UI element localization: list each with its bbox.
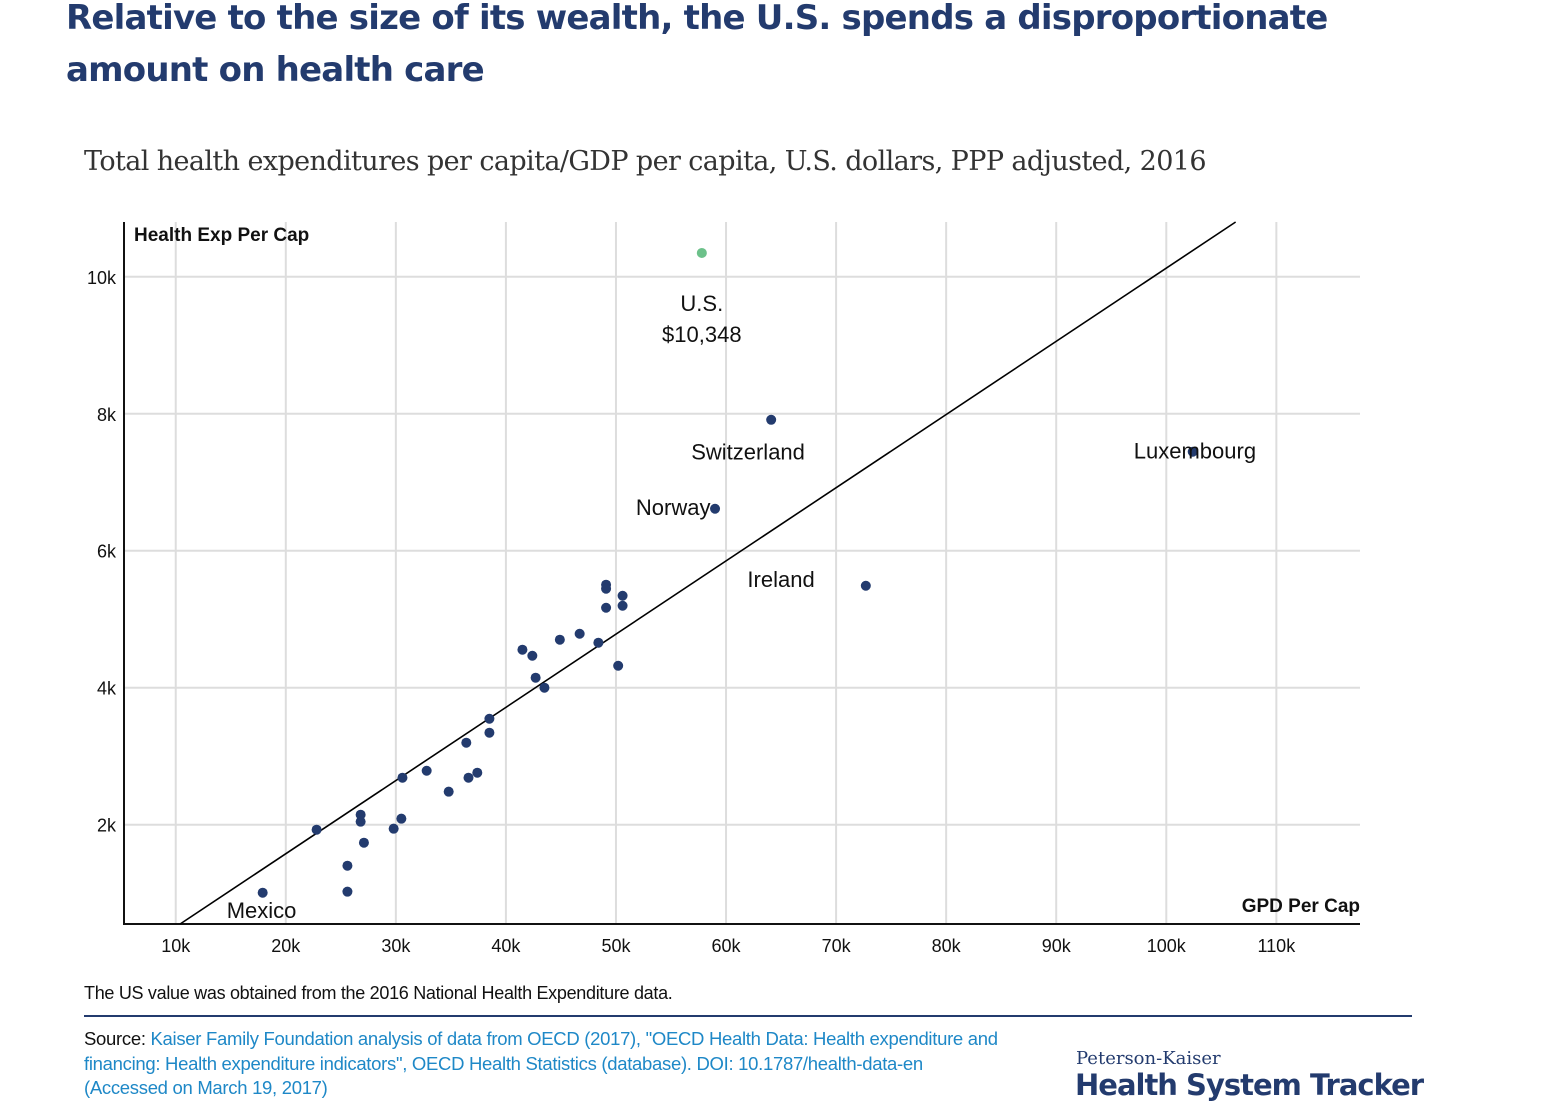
point-luxembourg bbox=[1187, 446, 1198, 457]
data-point bbox=[613, 660, 624, 671]
point-mexico bbox=[257, 887, 268, 898]
logo-health-system-tracker: Health System Tracker bbox=[1075, 1068, 1424, 1102]
data-point bbox=[593, 637, 604, 648]
x-tick-label: 100k bbox=[1147, 936, 1187, 956]
annotation-norway: Norway bbox=[636, 495, 711, 520]
data-point bbox=[484, 713, 495, 724]
data-point bbox=[461, 737, 472, 748]
x-tick-label: 70k bbox=[822, 936, 852, 956]
data-point bbox=[530, 672, 541, 683]
tick-labels: 10k 20k 30k 40k 50k 60k 70k 80k 90k 100k 110k 2k 4k 6… bbox=[87, 268, 1296, 956]
chart-headline: Relative to the size of its wealth, the … bbox=[66, 0, 1328, 90]
x-tick-label: 20k bbox=[271, 936, 301, 956]
y-axis-title: Health Exp Per Cap bbox=[134, 225, 309, 246]
y-tick-label: 10k bbox=[87, 268, 117, 288]
data-point bbox=[484, 727, 495, 738]
trend-line-group bbox=[179, 221, 1237, 925]
footnote: The US value was obtained from the 2016 … bbox=[84, 983, 673, 1003]
y-tick-label: 4k bbox=[97, 679, 117, 699]
data-point bbox=[388, 823, 399, 834]
data-point bbox=[355, 816, 366, 827]
trend-line bbox=[179, 221, 1237, 925]
data-point bbox=[472, 767, 483, 778]
data-point bbox=[342, 860, 353, 871]
data-point bbox=[617, 600, 628, 611]
y-tick-label: 6k bbox=[97, 542, 117, 562]
x-axis-title: GPD Per Cap bbox=[1242, 896, 1360, 917]
source-note: Source: Kaiser Family Foundation analysi… bbox=[84, 1027, 1004, 1101]
source-label: Source: bbox=[84, 1028, 146, 1049]
x-tick-label: 80k bbox=[932, 936, 962, 956]
annotation-mexico: Mexico bbox=[227, 898, 297, 923]
x-tick-label: 10k bbox=[161, 936, 191, 956]
data-point bbox=[601, 602, 612, 613]
x-tick-label: 90k bbox=[1042, 936, 1072, 956]
data-points bbox=[257, 247, 1198, 898]
logo-peterson-kaiser: Peterson-Kaiser bbox=[1076, 1048, 1221, 1069]
annotation-luxembourg: Luxembourg bbox=[1134, 438, 1256, 463]
data-point bbox=[358, 837, 369, 848]
footer-divider bbox=[84, 1015, 1412, 1017]
data-point bbox=[311, 824, 322, 835]
data-point bbox=[517, 644, 528, 655]
point-switzerland bbox=[766, 414, 777, 425]
axes bbox=[123, 222, 1360, 925]
data-point bbox=[355, 809, 366, 820]
x-tick-label: 50k bbox=[601, 936, 631, 956]
source-link[interactable]: Kaiser Family Foundation analysis of dat… bbox=[84, 1028, 998, 1098]
x-tick-label: 60k bbox=[712, 936, 742, 956]
chart-subtitle: Total health expenditures per capita/GDP… bbox=[84, 146, 1207, 177]
data-point bbox=[574, 628, 585, 639]
data-point bbox=[527, 650, 538, 661]
data-point bbox=[443, 786, 454, 797]
annotation-u-s: U.S. bbox=[680, 291, 723, 316]
point-annotations: U.S. $10,348 Switzerland Norway Luxembourg Ir… bbox=[227, 291, 1256, 923]
annotation-ireland: Ireland bbox=[747, 567, 814, 592]
x-tick-label: 30k bbox=[381, 936, 411, 956]
annotation-switzerland: Switzerland bbox=[691, 440, 805, 465]
scatter-chart: 10k 20k 30k 40k 50k 60k 70k 80k 90k 100k 110k 2k 4k 6… bbox=[87, 221, 1360, 956]
data-point bbox=[554, 634, 565, 645]
point-ireland bbox=[860, 580, 871, 591]
data-point bbox=[539, 682, 550, 693]
point-u-s bbox=[696, 247, 707, 258]
data-point bbox=[342, 886, 353, 897]
x-tick-label: 40k bbox=[491, 936, 521, 956]
point-norway bbox=[710, 503, 721, 514]
data-point bbox=[617, 590, 628, 601]
y-tick-label: 8k bbox=[97, 405, 117, 425]
annotation-10-348: $10,348 bbox=[662, 322, 742, 347]
y-tick-label: 2k bbox=[97, 816, 117, 836]
data-point bbox=[396, 813, 407, 824]
data-point bbox=[397, 772, 408, 783]
data-point bbox=[463, 772, 474, 783]
x-tick-label: 110k bbox=[1258, 936, 1297, 956]
data-point bbox=[601, 583, 612, 594]
data-point bbox=[421, 765, 432, 776]
gridlines bbox=[124, 222, 1360, 924]
